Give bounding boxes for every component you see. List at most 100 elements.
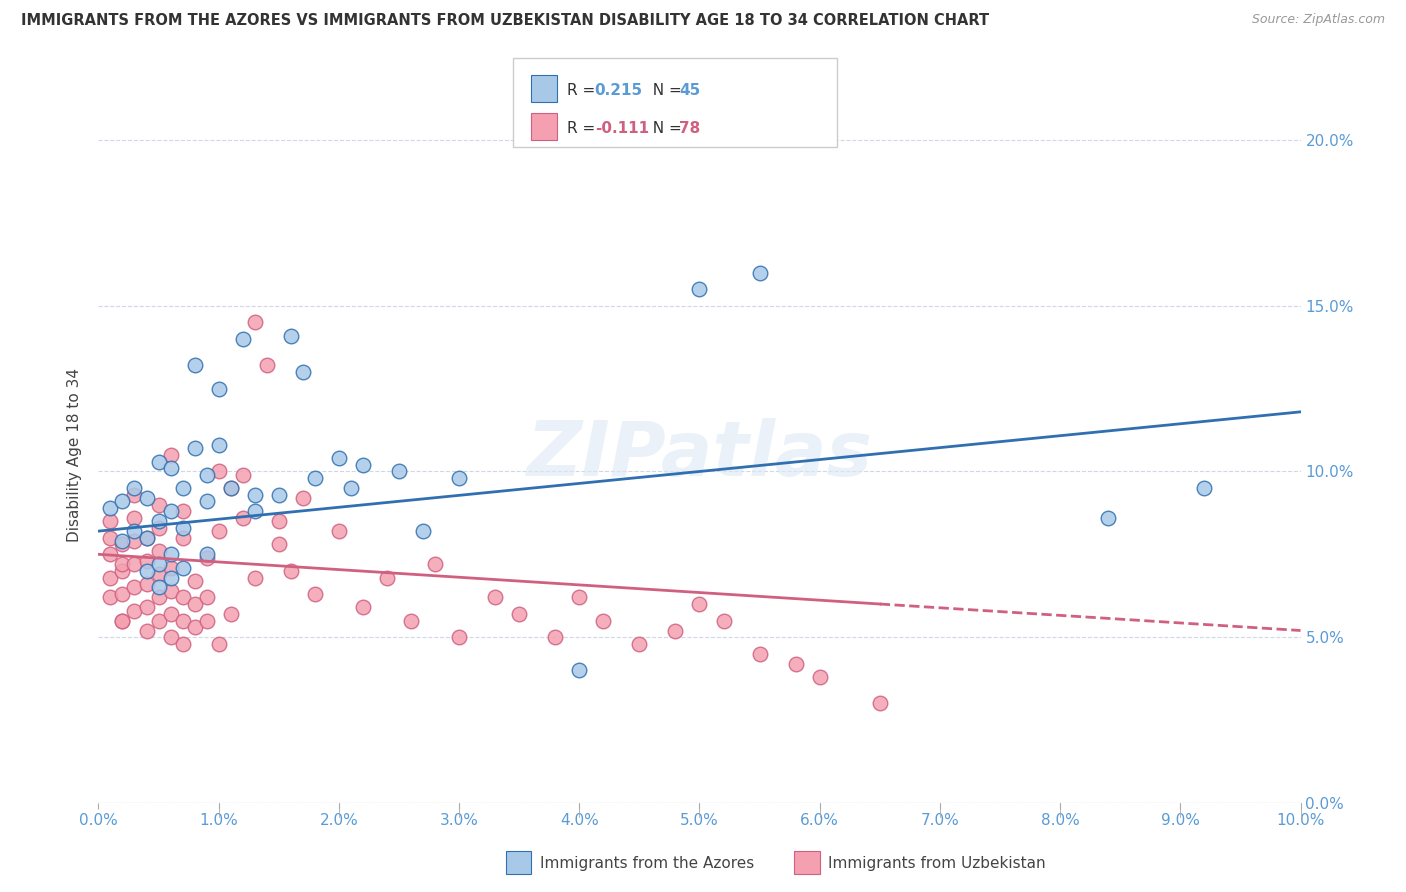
Point bbox=[111, 614, 134, 628]
Point bbox=[195, 591, 218, 605]
Point bbox=[280, 564, 302, 578]
Point bbox=[135, 491, 157, 505]
Point bbox=[267, 514, 290, 528]
Point bbox=[689, 282, 711, 296]
Point bbox=[267, 537, 290, 551]
Point bbox=[124, 524, 146, 538]
Point bbox=[544, 630, 567, 644]
Point bbox=[111, 558, 134, 572]
Point bbox=[375, 570, 398, 584]
Point bbox=[172, 637, 194, 651]
Point bbox=[689, 597, 711, 611]
Point bbox=[352, 458, 374, 472]
Point bbox=[148, 558, 170, 572]
Point bbox=[1097, 511, 1119, 525]
Point bbox=[183, 620, 205, 634]
Point bbox=[159, 630, 181, 644]
Text: N =: N = bbox=[643, 83, 686, 98]
Point bbox=[243, 488, 266, 502]
Point bbox=[135, 554, 157, 568]
Point bbox=[135, 577, 157, 591]
Point bbox=[172, 521, 194, 535]
Point bbox=[135, 531, 157, 545]
Point bbox=[111, 587, 134, 601]
Point bbox=[172, 560, 194, 574]
Point bbox=[100, 591, 122, 605]
Point bbox=[280, 328, 302, 343]
Point bbox=[100, 514, 122, 528]
Point bbox=[328, 524, 350, 538]
Point bbox=[484, 591, 506, 605]
Text: Immigrants from the Azores: Immigrants from the Azores bbox=[540, 856, 754, 871]
Point bbox=[172, 531, 194, 545]
Point bbox=[195, 614, 218, 628]
Point bbox=[148, 544, 170, 558]
Point bbox=[208, 524, 231, 538]
Point bbox=[352, 600, 374, 615]
Point bbox=[423, 558, 446, 572]
Point bbox=[159, 570, 181, 584]
Point bbox=[568, 591, 591, 605]
Point bbox=[159, 504, 181, 518]
Point bbox=[135, 564, 157, 578]
Point bbox=[208, 382, 231, 396]
Point bbox=[111, 564, 134, 578]
Point bbox=[124, 604, 146, 618]
Point bbox=[148, 591, 170, 605]
Point bbox=[124, 481, 146, 495]
Point bbox=[111, 537, 134, 551]
Point bbox=[869, 697, 891, 711]
Point bbox=[808, 670, 831, 684]
Point bbox=[148, 521, 170, 535]
Point bbox=[111, 614, 134, 628]
Point bbox=[748, 266, 770, 280]
Text: -0.111: -0.111 bbox=[595, 120, 648, 136]
Point bbox=[159, 547, 181, 561]
Point bbox=[124, 534, 146, 549]
Point bbox=[388, 465, 411, 479]
Point bbox=[124, 511, 146, 525]
Point bbox=[208, 438, 231, 452]
Point bbox=[340, 481, 363, 495]
Point bbox=[159, 448, 181, 462]
Point bbox=[219, 481, 242, 495]
Point bbox=[124, 581, 146, 595]
Point bbox=[304, 587, 326, 601]
Point bbox=[232, 511, 254, 525]
Point bbox=[291, 491, 314, 505]
Point bbox=[195, 467, 218, 482]
Y-axis label: Disability Age 18 to 34: Disability Age 18 to 34 bbox=[67, 368, 83, 542]
Point bbox=[172, 481, 194, 495]
Point bbox=[785, 657, 807, 671]
Point bbox=[592, 614, 614, 628]
Point bbox=[159, 461, 181, 475]
Point bbox=[100, 570, 122, 584]
Point bbox=[111, 534, 134, 549]
Point bbox=[148, 567, 170, 582]
Point bbox=[159, 583, 181, 598]
Text: R =: R = bbox=[567, 120, 600, 136]
Point bbox=[148, 514, 170, 528]
Point bbox=[243, 315, 266, 329]
Text: Immigrants from Uzbekistan: Immigrants from Uzbekistan bbox=[828, 856, 1046, 871]
Text: 78: 78 bbox=[679, 120, 700, 136]
Point bbox=[447, 471, 470, 485]
Text: Source: ZipAtlas.com: Source: ZipAtlas.com bbox=[1251, 13, 1385, 27]
Point bbox=[100, 547, 122, 561]
Point bbox=[159, 607, 181, 621]
Text: ZIPatlas: ZIPatlas bbox=[526, 418, 873, 491]
Point bbox=[148, 614, 170, 628]
Point bbox=[447, 630, 470, 644]
Point bbox=[713, 614, 735, 628]
Point bbox=[148, 581, 170, 595]
Point bbox=[183, 597, 205, 611]
Point bbox=[1194, 481, 1216, 495]
Point bbox=[568, 663, 591, 677]
Text: 45: 45 bbox=[679, 83, 700, 98]
Text: N =: N = bbox=[643, 120, 686, 136]
Point bbox=[135, 531, 157, 545]
Point bbox=[195, 550, 218, 565]
Point bbox=[183, 359, 205, 373]
Point bbox=[267, 488, 290, 502]
Point bbox=[159, 560, 181, 574]
